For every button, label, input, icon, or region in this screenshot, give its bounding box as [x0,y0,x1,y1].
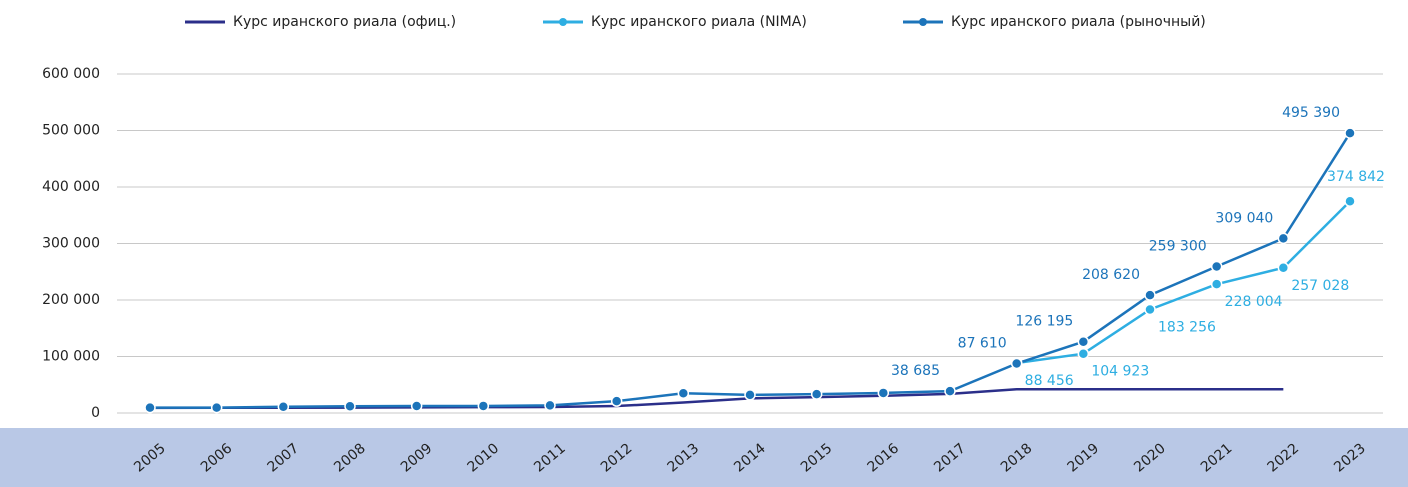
series-line [150,389,1283,408]
data-point [412,401,422,411]
chart: 0 100 000 200 000 300 000 400 000 500 000 600 … [0,0,1408,487]
legend-label: Курс иранского риала (офиц.) [233,14,456,30]
series-line [150,133,1350,408]
data-point [945,386,955,396]
legend-marker [919,18,927,26]
data-point [612,396,622,406]
data-point [1345,128,1355,138]
data-label: 38 685 [891,363,940,379]
data-label: 183 256 [1158,319,1216,335]
data-label: 495 390 [1282,105,1340,121]
data-label: 104 923 [1091,364,1149,380]
legend-marker [559,18,567,26]
data-point [345,401,355,411]
data-point [1278,233,1288,243]
data-point [1278,263,1288,273]
data-label: 88 456 [1025,373,1074,389]
data-label: 87 610 [958,336,1007,352]
data-point [745,390,755,400]
data-point [878,388,888,398]
data-point [1078,337,1088,347]
data-label: 257 028 [1291,278,1349,294]
data-point [812,389,822,399]
y-tick-label: 100 000 [42,349,100,365]
data-label: 309 040 [1215,210,1273,226]
y-tick-label: 400 000 [42,179,100,195]
legend-item: Курс иранского риала (NIMA) [543,14,807,30]
y-tick-label: 0 [91,405,100,421]
legend-label: Курс иранского риала (рыночный) [951,14,1206,30]
y-tick-label: 500 000 [42,123,100,139]
data-point [212,403,222,413]
data-point [1345,196,1355,206]
y-tick-label: 300 000 [42,236,100,252]
data-point [678,388,688,398]
data-label: 374 842 [1327,169,1385,185]
data-point [278,402,288,412]
data-point [545,400,555,410]
data-point [478,401,488,411]
legend-label: Курс иранского риала (NIMA) [591,14,807,30]
data-label: 126 195 [1015,314,1073,330]
legend-item: Курс иранского риала (рыночный) [903,14,1206,30]
data-label: 208 620 [1082,267,1140,283]
y-tick-label: 600 000 [42,66,100,82]
legend-item: Курс иранского риала (офиц.) [185,14,456,30]
data-point [1078,349,1088,359]
data-label: 259 300 [1149,238,1207,254]
data-point [1145,304,1155,314]
data-point [1212,279,1222,289]
data-point [1012,359,1022,369]
y-tick-label: 200 000 [42,292,100,308]
data-point [145,403,155,413]
data-label: 228 004 [1225,294,1283,310]
data-point [1145,290,1155,300]
data-point [1212,261,1222,271]
